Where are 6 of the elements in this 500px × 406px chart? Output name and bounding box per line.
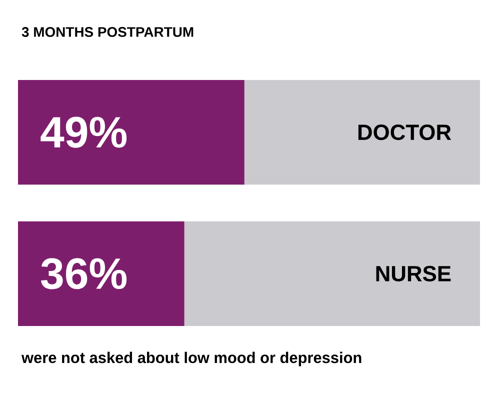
data-label: 36% (41, 258, 127, 290)
y-tick-label: NURSE (376, 266, 451, 282)
chart-title: 3 MONTHS POSTPARTUM (22, 27, 194, 37)
y-tick-label: DOCTOR (358, 124, 452, 140)
text: were not asked about low mood or depression (21, 352, 362, 366)
data-label: 49% (40, 116, 127, 148)
